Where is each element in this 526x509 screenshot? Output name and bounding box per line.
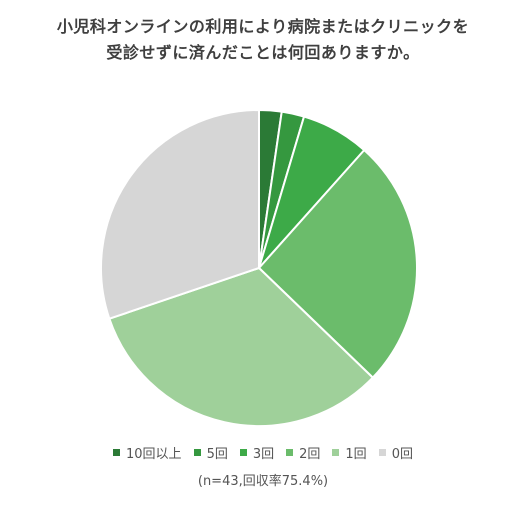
legend-item-2: 2回 (286, 443, 320, 462)
sample-note: (n=43,回収率75.4%) (197, 474, 329, 489)
legend-label-2: 2回 (299, 447, 321, 462)
legend-item-0: 0回 (378, 443, 413, 462)
pie-slice-4 (108, 267, 374, 427)
legend-label-5: 5回 (206, 447, 228, 462)
legend-swatch-5 (193, 449, 201, 456)
legend-swatch-3 (239, 449, 247, 456)
chart-legend: 10回以上 5回 3回 2回 1回 0回 (0, 443, 526, 462)
legend-item-5: 5回 (193, 443, 228, 462)
legend-item-3: 3回 (239, 443, 275, 462)
legend-swatch-2 (286, 449, 294, 456)
legend-swatch-1 (332, 449, 340, 456)
legend-label-10-plus: 10回以上 (126, 447, 182, 462)
legend-label-3: 3回 (252, 447, 275, 462)
pie-slice-3 (258, 149, 419, 379)
pie-slice-5 (100, 109, 260, 320)
chart-title: 小児科オンラインの利用により病院またはクリニックを 受診せずに済んだことは何回あ… (0, 14, 526, 66)
chart-title-line-2: 受診せずに済んだことは何回ありますか。 (106, 43, 420, 62)
legend-label-1: 1回 (345, 447, 367, 462)
legend-swatch-10-plus (113, 449, 121, 456)
legend-item-10-plus: 10回以上 (113, 443, 182, 462)
legend-swatch-0 (378, 449, 386, 456)
legend-label-0: 0回 (391, 447, 413, 462)
chart-title-line-1: 小児科オンラインの利用により病院またはクリニックを (56, 17, 470, 36)
legend-item-1: 1回 (332, 443, 367, 462)
